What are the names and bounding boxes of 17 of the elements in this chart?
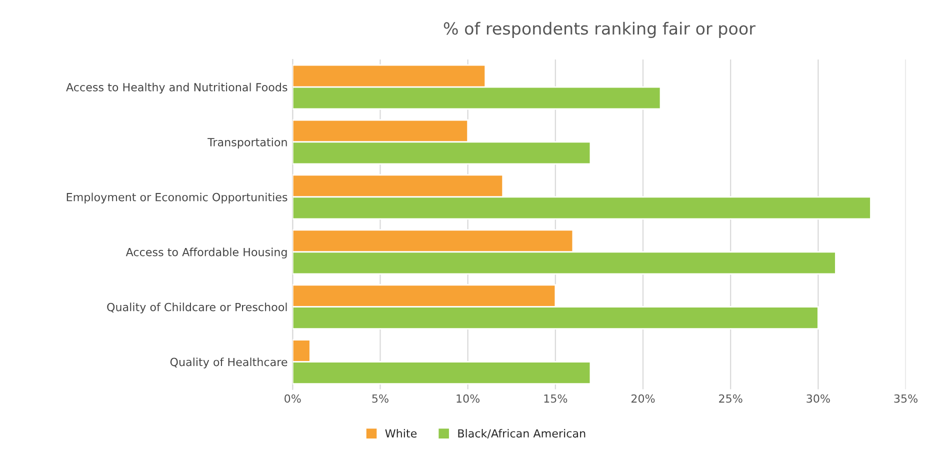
legend-label: White bbox=[385, 428, 417, 438]
y-tick-label: Employment or Economic Opportunities bbox=[66, 192, 288, 204]
y-tick-label: Quality of Healthcare bbox=[170, 358, 288, 368]
y-tick-label: Transportation bbox=[208, 138, 287, 149]
y-tick-label: Access to Healthy and Nutritional Foods bbox=[66, 82, 288, 94]
x-tick-label: 10% bbox=[456, 394, 480, 403]
x-tick-label: 15% bbox=[544, 394, 568, 403]
x-tick-label: 20% bbox=[631, 394, 655, 403]
x-tick-label: 5% bbox=[372, 394, 388, 403]
y-tick-label: Access to Affordable Housing bbox=[126, 248, 287, 258]
x-tick-label: 0% bbox=[284, 394, 301, 403]
x-tick-label: 25% bbox=[719, 394, 742, 403]
x-tick-label: 35% bbox=[894, 394, 918, 403]
x-tick-label: 30% bbox=[806, 394, 830, 403]
y-tick-label: Quality of Childcare or Preschool bbox=[107, 302, 287, 314]
legend-label: Black/African American bbox=[458, 428, 586, 438]
chart-title: % of respondents ranking fair or poor bbox=[444, 22, 756, 38]
